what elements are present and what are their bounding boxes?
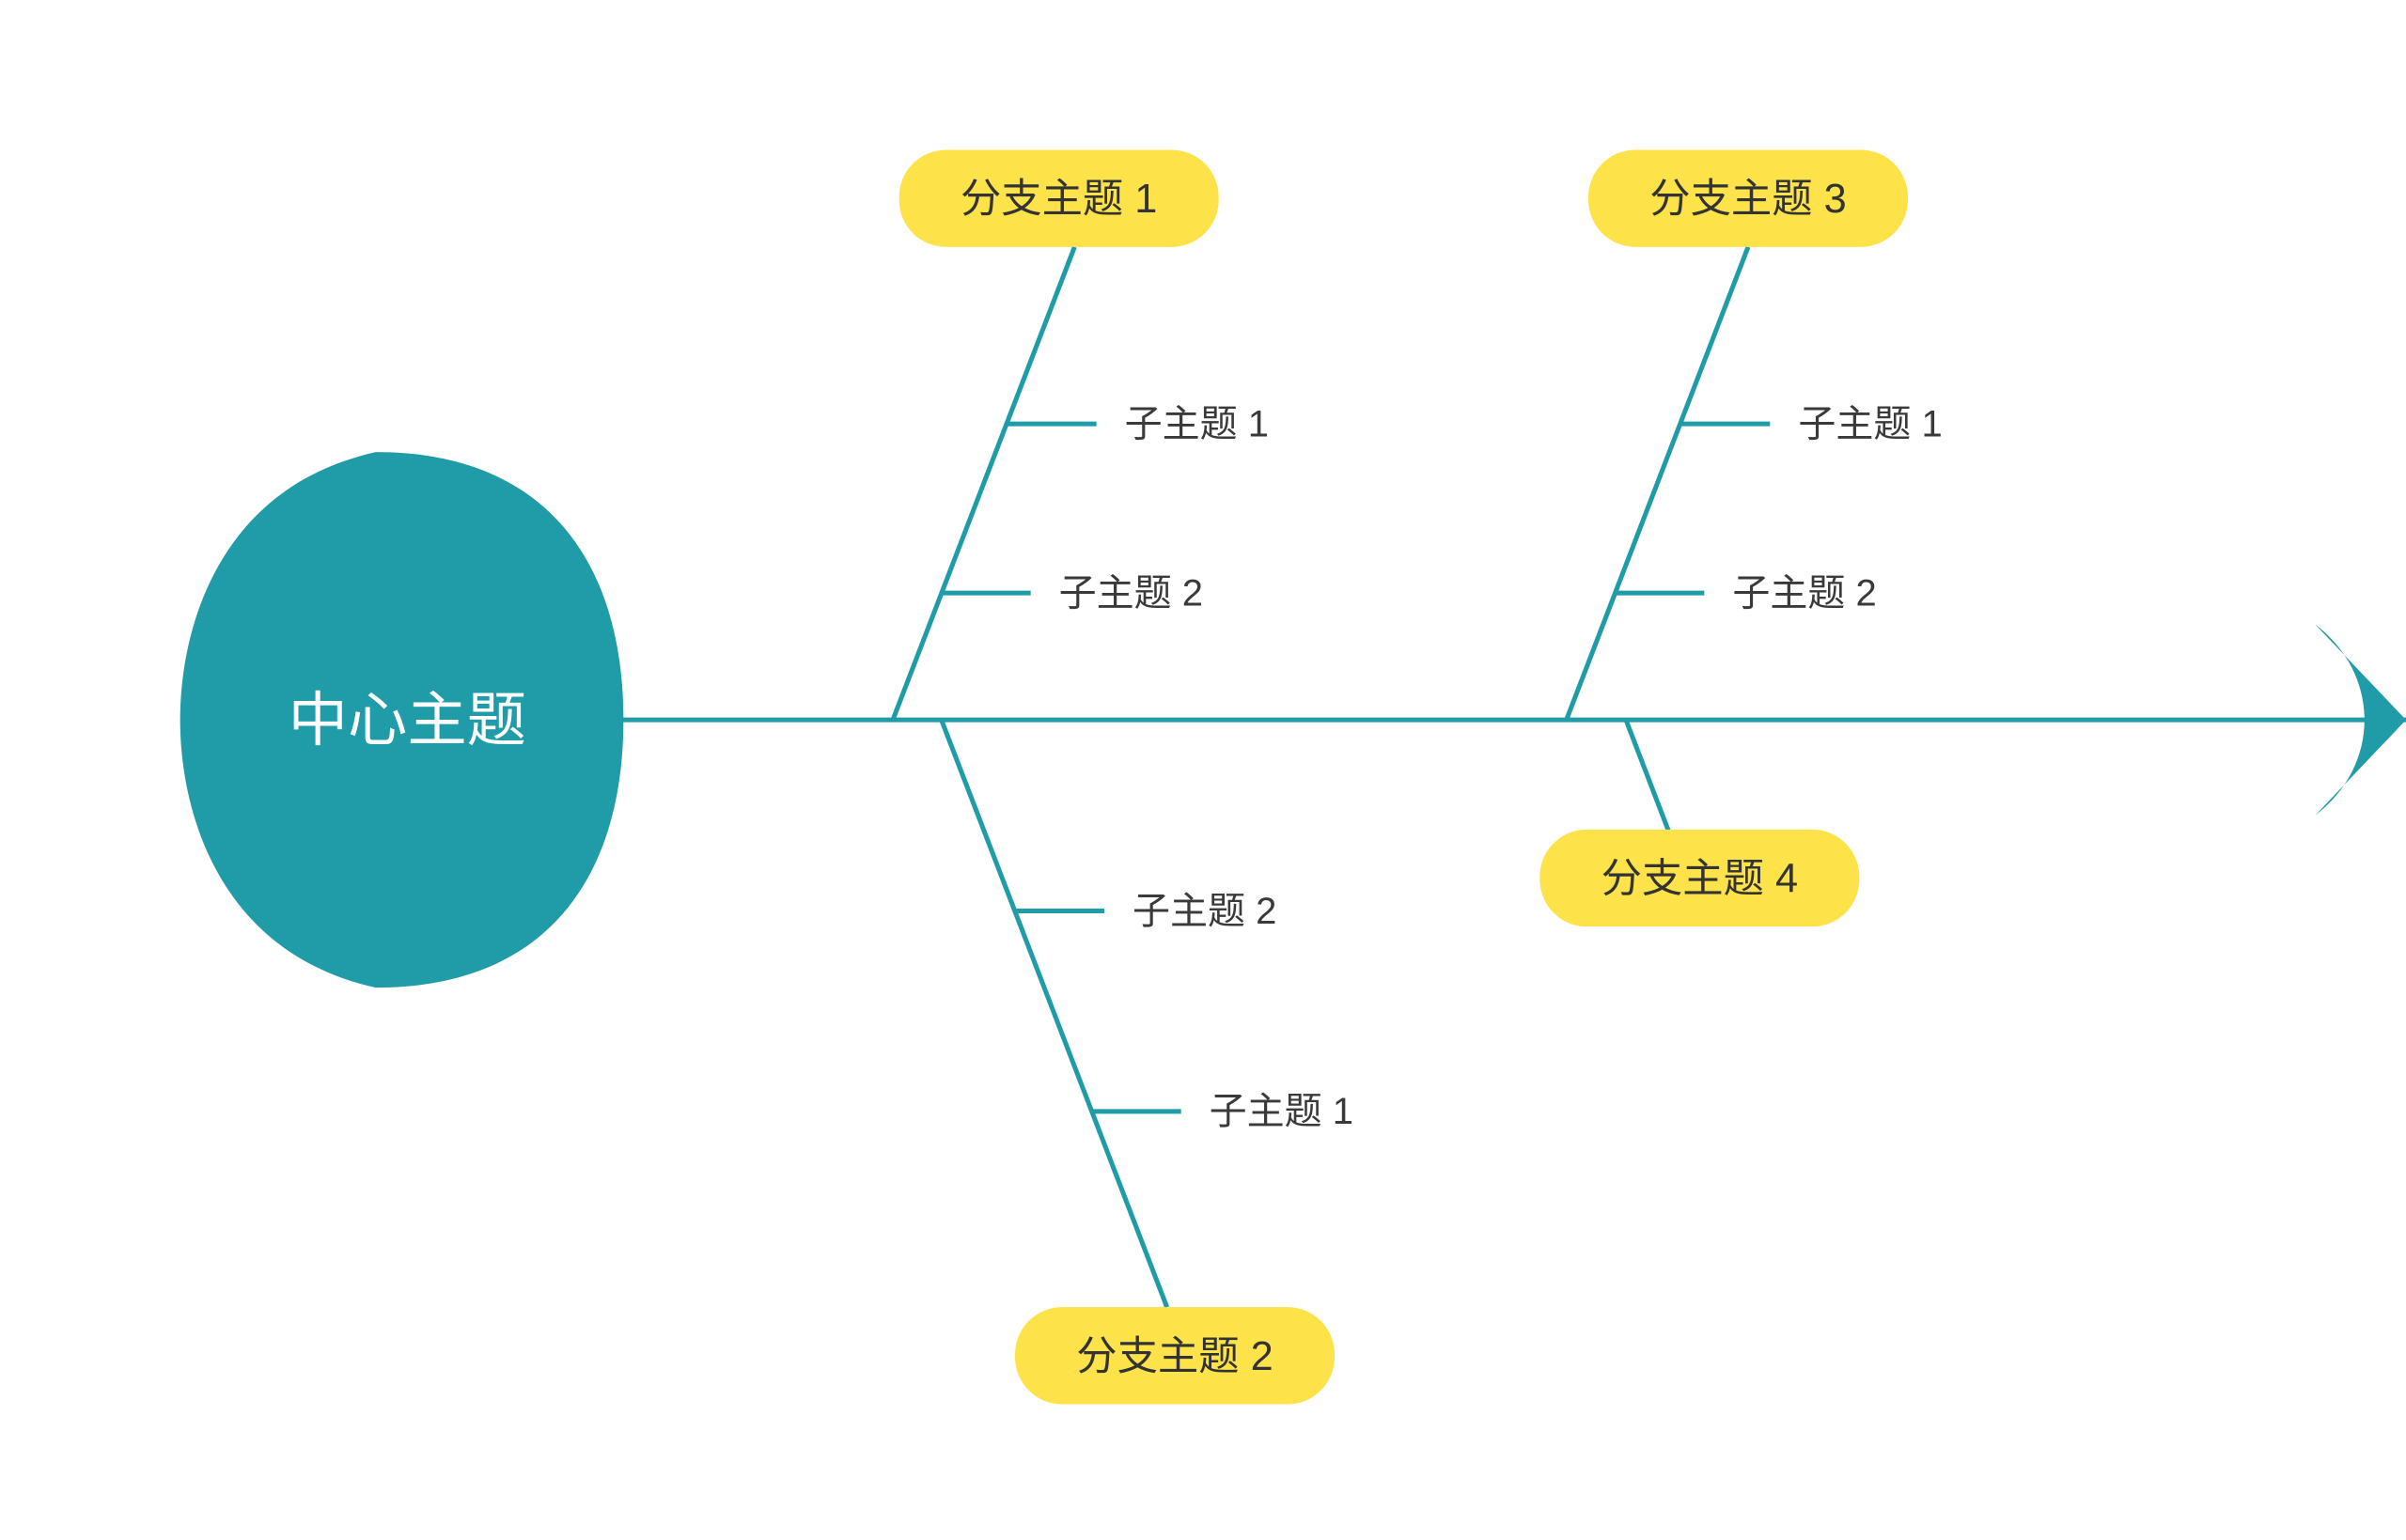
sub-topic-label-3-2[interactable]: 子主题 2 [1732, 573, 1876, 614]
sub-topic-label-2-2[interactable]: 子主题 1 [1210, 1091, 1353, 1132]
branch-label-4: 分支主题 4 [1601, 857, 1798, 902]
sub-topic-label-3-1[interactable]: 子主题 1 [1798, 404, 1942, 445]
branch-label-2: 分支主题 2 [1076, 1334, 1273, 1379]
branch-label-1: 分支主题 1 [961, 177, 1157, 222]
branch-label-3: 分支主题 3 [1649, 177, 1846, 222]
fishbone-diagram: 树图 shutu.cn树图 shutu.cn树图 shutu.cn树图 shut… [0, 0, 2406, 1540]
sub-topic-label-1-2[interactable]: 子主题 2 [1059, 573, 1203, 614]
sub-topic-label-1-1[interactable]: 子主题 1 [1125, 404, 1269, 445]
center-topic-label: 中心主题 [289, 688, 526, 754]
sub-topic-label-2-1[interactable]: 子主题 2 [1133, 891, 1276, 932]
